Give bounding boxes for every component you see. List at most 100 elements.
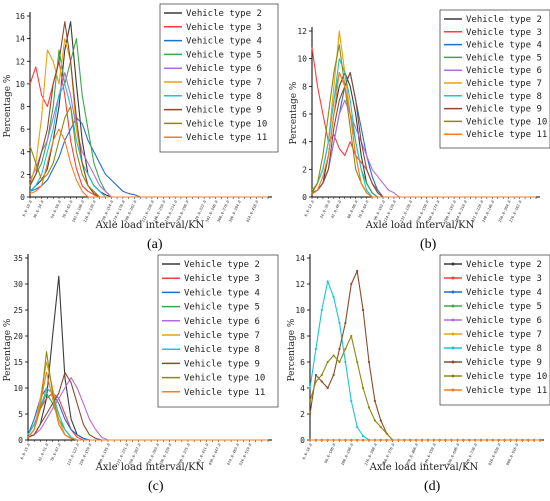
y-tick-label: 10 [295,306,305,315]
legend-entry: Vehicle type 4 [186,37,262,47]
series-point [344,438,347,442]
series-point [456,438,459,442]
legend-marker [451,304,455,308]
series-point [356,438,359,442]
series-point [521,438,524,442]
series-point [462,438,465,442]
legend-marker [451,360,455,364]
x-tick-label: 78.0-82.0 [62,200,74,219]
legend-entry: Vehicle type 5 [466,53,542,63]
series-point [308,438,312,442]
series-point [356,425,359,429]
x-tick-label: 42.0-48.0 [330,200,342,219]
legend-entry: Vehicle type 6 [466,66,542,76]
legend-entry: Vehicle type 8 [466,344,542,354]
x-tick-label: 510.0-519.0 [239,443,253,466]
legend-marker [451,374,455,378]
series-line-11 [27,371,268,441]
legend-marker [451,262,455,266]
legend-entry: Vehicle type 10 [186,119,267,129]
y-tick-label: 2 [302,165,307,174]
series-point [356,269,359,273]
y-tick-label: 2 [20,170,25,179]
legend-entry: Vehicle type 4 [184,288,260,298]
series-point [415,438,418,442]
legend-entry: Vehicle type 8 [466,92,542,102]
series-point [379,425,382,429]
series-point [444,438,447,442]
series-point [367,406,371,409]
y-tick-label: 20 [13,332,23,341]
x-tick-label: 438.0-447.0 [208,443,222,466]
legend-entry: Vehicle type 7 [466,79,542,89]
series-point [361,386,365,390]
y-tick-label: 12 [297,27,307,36]
series-point [326,386,329,390]
series-point [344,360,347,364]
legend-marker [451,332,455,336]
y-tick-label: 6 [20,125,25,134]
series-point [320,308,323,312]
legend-entry: Vehicle type 3 [466,274,542,284]
series-point [373,399,376,403]
y-tick-label: 12 [295,280,305,289]
chart-panel-b: 0 2 4 6 8 10 12 6.0-12.0 24.0-30.0 42.0-48.0 60.0-… [289,9,550,252]
legend-marker [451,276,455,280]
series-point [391,438,394,442]
series-point [332,373,335,377]
legend-entry: Vehicle type 9 [466,358,542,368]
legend-box [157,254,279,408]
series-point [379,419,382,422]
series-point [326,438,329,442]
chart-panel-a: 0 2 4 6 8 10 12 14 16 6.0-10.0 30.0-34.0 54.0-58.0 7… [3,3,279,252]
series-point [509,438,512,442]
legend-entry: Vehicle type 9 [466,105,542,115]
panel-label: (a) [147,237,163,252]
panel-label: (b) [420,237,437,252]
legend-entry: Vehicle type 5 [184,303,260,313]
series-point [338,438,341,442]
series-point [527,438,530,442]
x-tick-label: 96.0-106.0 [324,443,337,464]
panel-label: (c) [148,479,164,494]
legend-entry: Vehicle type 10 [184,374,265,384]
series-point [356,360,359,364]
legend-entry: Vehicle type 6 [466,316,542,326]
series-point [308,412,312,416]
x-tick-label: 42.0-51.0 [38,443,50,462]
y-tick-label: 30 [13,280,23,289]
y-tick-label: 14 [15,35,25,44]
series-line-11 [311,71,536,198]
series-point [503,438,506,442]
legend-entry: Vehicle type 4 [466,288,542,298]
series-point [485,438,489,442]
y-tick-label: 10 [15,80,25,89]
legend-entry: Vehicle type 6 [184,317,260,327]
series-line-11 [29,128,268,198]
series-point [367,438,371,442]
series-point [515,438,518,442]
y-tick-label: 6 [300,358,305,367]
y-tick-label: 8 [20,103,25,112]
legend-entry: Vehicle type 11 [186,133,267,143]
legend-entry: Vehicle type 5 [466,302,542,312]
x-axis-label: Axle load interval/KN [95,220,205,231]
legend-entry: Vehicle type 3 [186,23,262,33]
series-point [326,280,329,283]
series-point [361,435,365,438]
series-point [474,438,477,442]
series-point [409,438,412,442]
legend-entry: Vehicle type 9 [184,359,260,369]
y-tick-label: 10 [297,55,307,64]
x-tick-label: 474.0-483.0 [226,443,240,466]
series-point [332,438,335,442]
legend-entry: Vehicle type 8 [184,345,260,355]
series-point [420,438,424,442]
y-tick-label: 0 [300,436,305,445]
x-tick-label: 6.0-12.0 [304,200,315,217]
series-point [438,438,441,442]
series-point [379,438,382,442]
series-point [344,347,347,351]
y-axis-label: Percentage % [289,81,299,144]
